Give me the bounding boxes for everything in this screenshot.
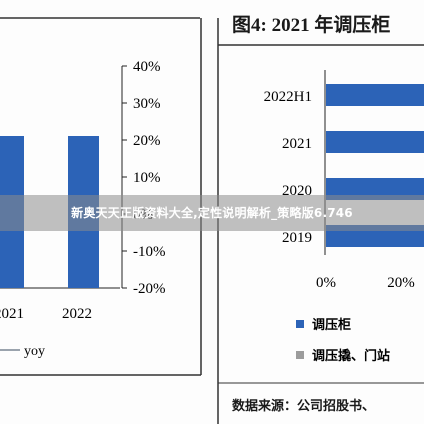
legend-label-qiao-menzhan: 调压撬、门站 [312,348,390,363]
y2-tick-label: -10% [133,244,166,260]
y-tick-label: 2022H1 [264,89,312,105]
legend-swatch-tiaoyagui [296,320,304,328]
y2-tick-label: 30% [133,96,161,112]
x-tick-label: 2022 [62,306,92,322]
legend-swatch-qiao-menzhan [296,351,304,359]
data-source-note: 数据来源：公司招股书、 [232,398,376,413]
y-tick-label: 2021 [282,136,312,152]
x-tick-label: 2021 [0,306,24,322]
y-tick-label: 2019 [282,230,312,246]
y2-tick-label: 10% [133,170,161,186]
yoy-legend-label: yoy [24,344,45,359]
banner-text: 新奥天天正版资料大全,定性说明解析_策略版6.746 [71,206,353,220]
legend-label-tiaoyagui: 调压柜 [312,317,351,332]
right-chart-title: 图4: 2021 年调压柜 [232,15,391,36]
watermark-banner: 新奥天天正版资料大全,定性说明解析_策略版6.746 [0,195,424,231]
right-x-ticks: 0% 20% [316,275,415,291]
bar-2021 [326,131,424,153]
left-x-ticks: 2021 2022 [0,306,92,322]
left-y2-ticks: 40%30%20%10%0%-10%-20% [122,59,166,297]
x-tick-label: 20% [387,275,415,291]
x-tick-label: 0% [316,275,336,291]
y2-tick-label: -20% [133,281,166,297]
y2-tick-label: 20% [133,133,161,149]
bar-2022H1 [326,84,424,106]
y2-tick-label: 40% [133,59,161,75]
bar-2020 [326,178,424,200]
